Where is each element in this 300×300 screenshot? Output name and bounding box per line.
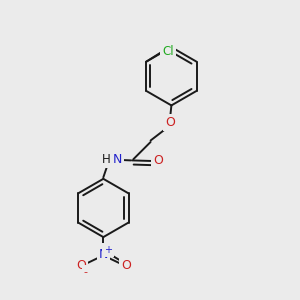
Text: N: N — [112, 153, 122, 166]
Text: O: O — [153, 154, 163, 167]
Text: -: - — [84, 267, 88, 277]
Text: Cl: Cl — [162, 45, 174, 58]
Text: N: N — [99, 248, 108, 261]
Text: O: O — [76, 259, 86, 272]
Text: +: + — [104, 245, 112, 255]
Text: O: O — [165, 116, 175, 129]
Text: H: H — [102, 153, 111, 166]
Text: O: O — [121, 259, 131, 272]
